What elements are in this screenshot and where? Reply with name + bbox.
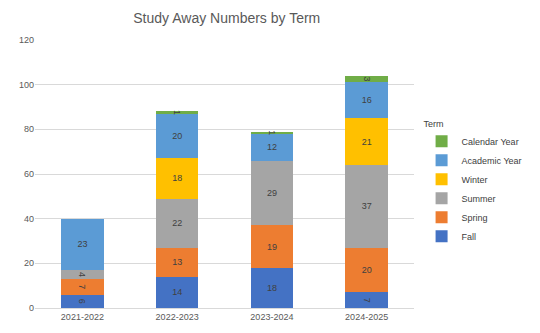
svg-text:Study Away Numbers by Term: Study Away Numbers by Term bbox=[133, 10, 320, 26]
svg-text:14: 14 bbox=[172, 287, 182, 297]
svg-text:80: 80 bbox=[24, 124, 34, 134]
svg-text:7: 7 bbox=[77, 284, 87, 289]
svg-text:13: 13 bbox=[172, 257, 182, 267]
svg-text:23: 23 bbox=[77, 239, 87, 249]
svg-text:29: 29 bbox=[267, 188, 277, 198]
svg-text:3: 3 bbox=[362, 77, 372, 82]
svg-text:12: 12 bbox=[267, 142, 277, 152]
svg-text:2022-2023: 2022-2023 bbox=[156, 312, 199, 322]
svg-text:0: 0 bbox=[29, 303, 34, 313]
svg-text:6: 6 bbox=[77, 299, 87, 304]
svg-text:20: 20 bbox=[362, 265, 372, 275]
svg-text:37: 37 bbox=[362, 201, 372, 211]
svg-text:Fall: Fall bbox=[462, 232, 477, 242]
svg-text:2024-2025: 2024-2025 bbox=[345, 312, 388, 322]
svg-text:21: 21 bbox=[362, 137, 372, 147]
svg-text:40: 40 bbox=[24, 214, 34, 224]
svg-text:20: 20 bbox=[172, 131, 182, 141]
svg-text:100: 100 bbox=[19, 80, 34, 90]
svg-text:120: 120 bbox=[19, 35, 34, 45]
svg-text:1: 1 bbox=[172, 110, 182, 115]
svg-text:1: 1 bbox=[267, 130, 277, 135]
svg-text:Academic Year: Academic Year bbox=[462, 156, 522, 166]
svg-text:Winter: Winter bbox=[462, 175, 488, 185]
svg-text:2021-2022: 2021-2022 bbox=[61, 312, 104, 322]
svg-text:Spring: Spring bbox=[462, 213, 488, 223]
svg-text:20: 20 bbox=[24, 258, 34, 268]
svg-text:22: 22 bbox=[172, 218, 182, 228]
svg-text:60: 60 bbox=[24, 169, 34, 179]
svg-text:Calendar Year: Calendar Year bbox=[462, 137, 519, 147]
svg-text:18: 18 bbox=[267, 283, 277, 293]
svg-text:18: 18 bbox=[172, 173, 182, 183]
svg-text:16: 16 bbox=[362, 95, 372, 105]
svg-text:Term: Term bbox=[424, 119, 444, 129]
svg-text:2023-2024: 2023-2024 bbox=[250, 312, 293, 322]
svg-text:19: 19 bbox=[267, 242, 277, 252]
svg-text:7: 7 bbox=[362, 298, 372, 303]
svg-text:Summer: Summer bbox=[462, 194, 496, 204]
svg-text:4: 4 bbox=[77, 272, 87, 277]
